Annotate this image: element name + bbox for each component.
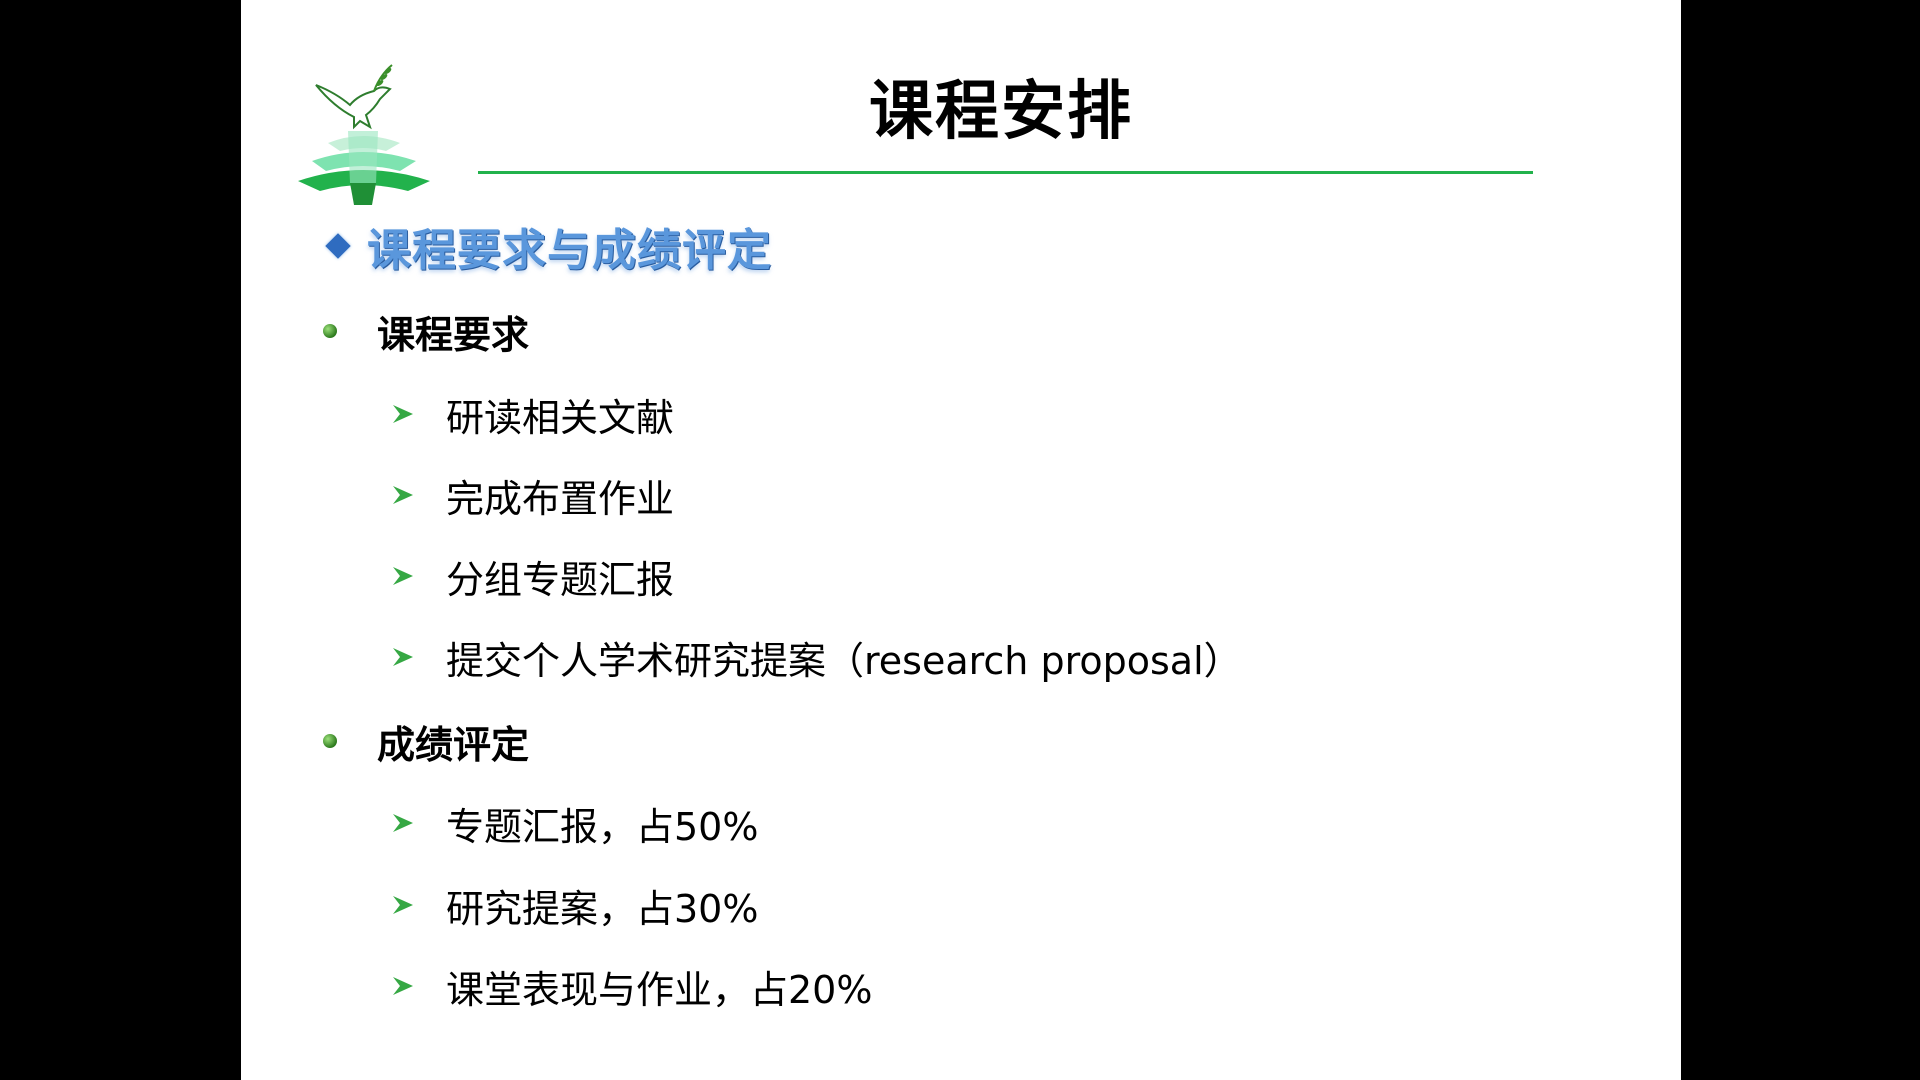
list-item: 研究提案，占30% [390, 880, 758, 931]
slide: 课程安排 课程要求与成绩评定 课程要求 研读相关文献 完成布置作业 分组专题汇报… [241, 0, 1681, 1080]
arrow-icon [393, 977, 413, 995]
green-dot-icon [323, 734, 337, 748]
arrow-icon [393, 567, 413, 585]
list-item: 专题汇报，占50% [390, 798, 758, 849]
dove-tree-logo-icon [288, 55, 438, 205]
list-item: 课堂表现与作业，占20% [390, 961, 872, 1012]
title-divider [478, 171, 1533, 174]
list-item: 完成布置作业 [390, 470, 674, 521]
arrow-icon [393, 648, 413, 666]
list-item: 分组专题汇报 [390, 551, 674, 602]
list-item: 研读相关文献 [390, 389, 674, 440]
diamond-icon [325, 233, 351, 259]
arrow-icon [393, 486, 413, 504]
group-heading-grading: 成绩评定 [323, 716, 529, 767]
list-item: 提交个人学术研究提案（research proposal） [390, 632, 1242, 683]
page-title: 课程安排 [869, 75, 1133, 149]
section-heading: 课程要求与成绩评定 [325, 216, 772, 276]
arrow-icon [393, 405, 413, 423]
group-heading-requirements: 课程要求 [323, 306, 529, 357]
arrow-icon [393, 896, 413, 914]
section-heading-text: 课程要求与成绩评定 [367, 225, 772, 276]
green-dot-icon [323, 324, 337, 338]
arrow-icon [393, 814, 413, 832]
